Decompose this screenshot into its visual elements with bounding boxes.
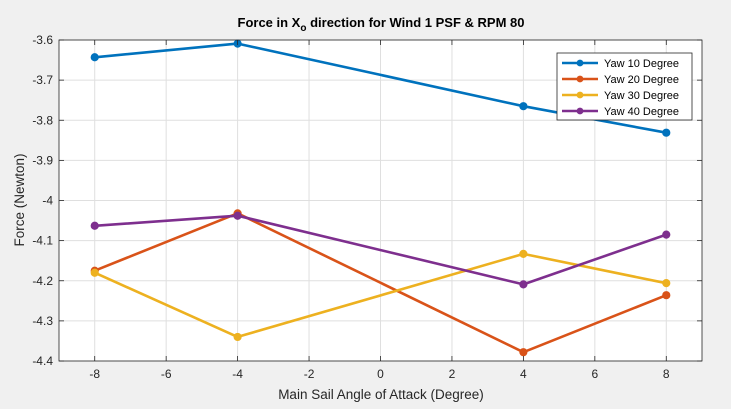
data-point xyxy=(519,102,528,111)
series-line-2 xyxy=(94,212,667,354)
y-tick-label: -3.8 xyxy=(32,113,53,127)
x-tick-label: 2 xyxy=(449,367,456,381)
chart-title: Force in Xo direction for Wind 1 PSF & R… xyxy=(238,15,525,34)
y-axis-ticks: -3.6 -3.7 -3.8 -3.9 -4 -4.1 -4.2 -4.3 -4.4 xyxy=(32,33,702,368)
y-tick-label: -4.1 xyxy=(32,234,53,248)
x-axis-ticks: -8 -6 -4 -2 0 2 4 6 8 xyxy=(89,40,670,381)
x-tick-label: 0 xyxy=(377,367,384,381)
series-points xyxy=(90,39,671,357)
data-point xyxy=(90,268,99,277)
data-point xyxy=(90,53,99,62)
x-tick-label: -4 xyxy=(232,367,243,381)
data-point xyxy=(519,249,528,258)
series-line-3 xyxy=(94,252,667,339)
data-point xyxy=(233,211,242,220)
grid xyxy=(59,39,702,362)
data-point xyxy=(662,291,671,300)
x-tick-label: 4 xyxy=(520,367,527,381)
x-tick-label: 6 xyxy=(591,367,598,381)
y-axis-label: Force (Newton) xyxy=(12,153,27,246)
series-line-4 xyxy=(94,214,667,286)
legend-entry-label: Yaw 20 Degree xyxy=(604,74,679,86)
y-tick-label: -4.4 xyxy=(32,354,53,368)
y-tick-label: -3.9 xyxy=(32,153,53,167)
legend-swatch-marker xyxy=(576,75,584,83)
legend-entry-label: Yaw 40 Degree xyxy=(604,106,679,118)
y-tick-label: -4 xyxy=(42,194,53,208)
y-tick-label: -4.2 xyxy=(32,274,53,288)
x-tick-label: -2 xyxy=(304,367,315,381)
legend-swatch-marker xyxy=(576,59,584,67)
data-point xyxy=(233,332,242,342)
legend-swatch-marker xyxy=(576,107,584,115)
data-point xyxy=(662,128,671,137)
data-point xyxy=(90,221,99,230)
y-tick-label: -3.7 xyxy=(32,73,53,87)
legend-entry-label: Yaw 10 Degree xyxy=(604,58,679,70)
data-point xyxy=(519,348,528,357)
legend-entry-label: Yaw 30 Degree xyxy=(604,90,679,102)
x-axis-label: Main Sail Angle of Attack (Degree) xyxy=(278,387,484,402)
legend-swatch-marker xyxy=(576,91,584,99)
x-tick-label: 8 xyxy=(663,367,670,381)
x-tick-label: -6 xyxy=(161,367,172,381)
data-point xyxy=(662,230,671,239)
data-point xyxy=(662,279,671,288)
y-tick-label: -3.6 xyxy=(32,33,53,47)
data-point xyxy=(519,280,528,289)
legend: Yaw 10 Degree Yaw 20 Degree Yaw 30 Degree Y… xyxy=(556,52,693,121)
y-tick-label: -4.3 xyxy=(32,314,53,328)
x-tick-label: -8 xyxy=(89,367,100,381)
